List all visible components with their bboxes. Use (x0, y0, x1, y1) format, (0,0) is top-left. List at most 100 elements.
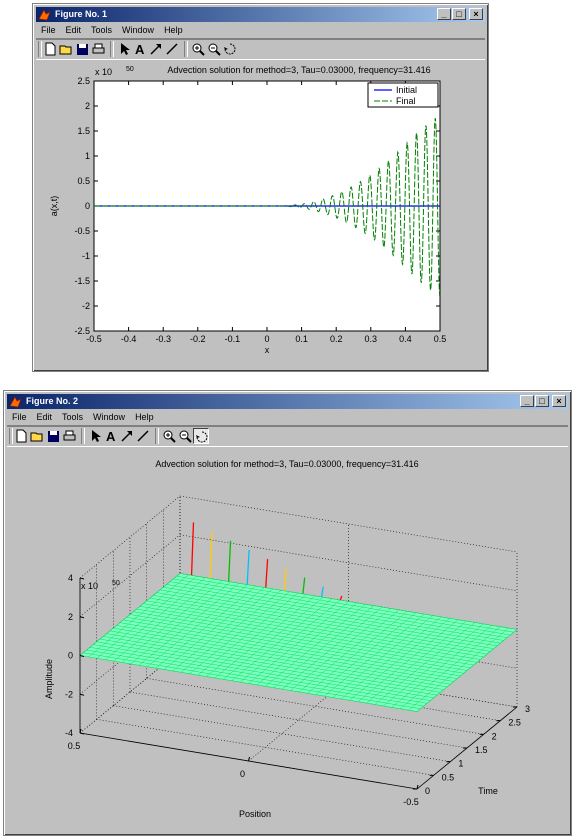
mesh-line (83, 652, 421, 710)
grid-line (113, 705, 451, 762)
arrow-tool-button[interactable] (87, 428, 103, 444)
z-tick (79, 693, 85, 696)
menu-bar: File Edit Tools Window Help (7, 410, 568, 424)
rotate-tool-button[interactable] (193, 428, 209, 444)
line-tool-button[interactable] (135, 428, 151, 444)
arrow-line-icon (150, 44, 161, 55)
window-title: Figure No. 2 (26, 396, 79, 406)
zoom-in-tool-button[interactable] (190, 41, 206, 57)
x-axis-label: Position (239, 809, 271, 819)
new-tool-button[interactable] (42, 41, 58, 57)
menu-edit[interactable]: Edit (65, 25, 82, 35)
text-tool-button[interactable]: A (103, 428, 119, 444)
mesh-line (119, 622, 458, 679)
y-tick-label: 2 (492, 731, 497, 741)
grid-line (248, 678, 349, 762)
minimize-button[interactable]: _ (520, 395, 534, 407)
z-tick-label: 0 (68, 651, 73, 661)
grid-line (79, 650, 181, 734)
mesh-line (173, 578, 511, 636)
x-tick-label: -0.5 (86, 334, 102, 344)
menu-help[interactable]: Help (164, 25, 183, 35)
open-tool-button[interactable] (58, 41, 74, 57)
mesh-line (123, 619, 461, 677)
title-bar[interactable]: Figure No. 2 _ □ × (7, 394, 568, 409)
figure-canvas: -0.5 -0.4 -0.3 -0.2 -0.1 0 0.1 0.2 0.3 0.4 0.5 2.5 2… (37, 60, 484, 365)
menu-window[interactable]: Window (122, 25, 155, 35)
save-tool-button[interactable] (45, 428, 61, 444)
close-button[interactable]: × (552, 395, 566, 407)
z-tick (79, 655, 85, 657)
menu-file[interactable]: File (41, 25, 56, 35)
spike (283, 568, 287, 593)
chart-title: Advection solution for method=3, Tau=0.0… (155, 459, 418, 469)
mesh-line (136, 608, 474, 666)
zoom-in-tool-button[interactable] (161, 428, 177, 444)
y-tick-label: 3 (525, 704, 530, 714)
spike (246, 549, 250, 587)
grid-line (79, 534, 181, 617)
chart-title: Advection solution for method=3, Tau=0.0… (167, 65, 430, 75)
new-tool-button[interactable] (13, 428, 29, 444)
menu-tools[interactable]: Tools (62, 412, 84, 422)
mesh-line (143, 603, 481, 660)
open-tool-button[interactable] (29, 428, 45, 444)
toolbar-separator (81, 428, 85, 444)
x-tick-label: 0.4 (399, 334, 412, 344)
open-icon (30, 432, 43, 442)
new-icon (16, 429, 27, 443)
y-tick-label: 0.5 (442, 772, 455, 782)
maximize-button[interactable]: □ (535, 395, 549, 407)
zoom-out-tool-button[interactable] (177, 428, 193, 444)
menu-help[interactable]: Help (135, 412, 154, 422)
menu-edit[interactable]: Edit (36, 412, 53, 422)
x-tick-label: 0.1 (295, 334, 308, 344)
maximize-button[interactable]: □ (452, 8, 466, 20)
y-tick-label: -0.5 (74, 226, 90, 236)
arrow-line-tool-button[interactable] (148, 41, 164, 57)
mesh-line (133, 611, 471, 669)
save-tool-button[interactable] (74, 41, 90, 57)
z-tick-label: 4 (68, 573, 73, 583)
close-button[interactable]: × (469, 8, 483, 20)
x-tick-label: -0.2 (190, 334, 206, 344)
arrow-line-tool-button[interactable] (119, 428, 135, 444)
mesh-line (139, 606, 478, 663)
line-tool-button[interactable] (164, 41, 180, 57)
menu-tools[interactable]: Tools (91, 25, 113, 35)
z-tick (79, 577, 85, 580)
menu-file[interactable]: File (12, 412, 27, 422)
minimize-button[interactable]: _ (437, 8, 451, 20)
z-tick-label: -4 (65, 728, 73, 738)
toolbar: A (7, 425, 568, 447)
mesh-line (106, 633, 444, 690)
text-tool-button[interactable]: A (132, 41, 148, 57)
series-final-line (94, 117, 441, 297)
title-bar[interactable]: Figure No. 1 _ □ × (36, 7, 485, 22)
legend-label-initial: Initial (396, 85, 417, 95)
toolbar-separator (110, 41, 114, 57)
x-tick-label: 0.3 (365, 334, 378, 344)
print-tool-button[interactable] (90, 41, 106, 57)
exponent-label: x 10 (95, 67, 112, 77)
spike (227, 540, 232, 584)
mesh-line (149, 597, 488, 655)
toolbar-separator (9, 428, 13, 444)
menu-window[interactable]: Window (93, 412, 126, 422)
y-tick-label: -1.5 (74, 276, 90, 286)
rotate-tool-button[interactable] (222, 41, 238, 57)
print-tool-button[interactable] (61, 428, 77, 444)
open-icon (59, 45, 72, 55)
y-tick-label: -2 (82, 301, 90, 311)
toolbar-separator (38, 41, 42, 57)
arrow-tool-button[interactable] (116, 41, 132, 57)
y-axis-label: a(x,t) (49, 196, 59, 217)
mesh-line (159, 589, 498, 647)
zoom-out-tool-button[interactable] (206, 41, 222, 57)
toolbar-separator (155, 428, 159, 444)
mesh-line (153, 595, 491, 652)
text-icon: A (135, 42, 145, 57)
x-tick-label: 0.5 (68, 741, 81, 751)
